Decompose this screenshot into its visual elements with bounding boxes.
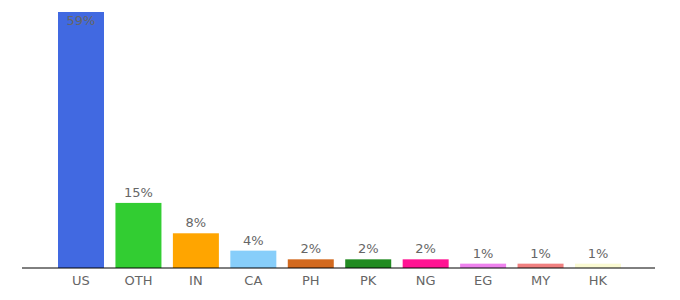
bar bbox=[230, 251, 276, 268]
x-tick-label: PH bbox=[302, 273, 320, 288]
data-label: 2% bbox=[358, 241, 379, 256]
y-range bbox=[22, 12, 23, 268]
x-tick-label: CA bbox=[244, 273, 262, 288]
x-tick-label: HK bbox=[589, 273, 608, 288]
bar bbox=[58, 12, 104, 268]
labels: 59% US 15% OTH 8% IN 4% CA 2% PH 2% PK 2% NG 1% EG 1% MY 1… bbox=[67, 13, 609, 288]
chart-container: 59% US 15% OTH 8% IN 4% CA 2% PH 2% PK 2% NG 1% EG 1% MY 1… bbox=[0, 0, 680, 300]
data-label: 1% bbox=[473, 246, 494, 261]
x-tick-label: NG bbox=[416, 273, 436, 288]
data-label: 59% bbox=[67, 13, 96, 28]
data-label: 15% bbox=[124, 185, 153, 200]
data-label: 1% bbox=[588, 246, 609, 261]
x-axis bbox=[22, 268, 655, 269]
bar bbox=[575, 264, 621, 268]
x-tick-label: IN bbox=[189, 273, 203, 288]
bar bbox=[288, 259, 334, 268]
x-tick-label: PK bbox=[360, 273, 377, 288]
bar bbox=[345, 259, 391, 268]
x-tick-label: MY bbox=[531, 273, 550, 288]
x-tick-label: EG bbox=[474, 273, 492, 288]
x-tick-label: OTH bbox=[124, 273, 152, 288]
bar bbox=[403, 259, 449, 268]
x-tick-label: US bbox=[72, 273, 90, 288]
bar bbox=[518, 264, 564, 268]
bar bbox=[115, 203, 161, 268]
bar bbox=[460, 264, 506, 268]
bar bbox=[173, 233, 219, 268]
data-label: 8% bbox=[186, 215, 207, 230]
bars bbox=[58, 12, 621, 268]
data-label: 2% bbox=[300, 241, 321, 256]
data-label: 1% bbox=[530, 246, 551, 261]
chart: 59% US 15% OTH 8% IN 4% CA 2% PH 2% PK 2% NG 1% EG 1% MY 1… bbox=[0, 0, 680, 300]
data-label: 4% bbox=[243, 233, 264, 248]
data-label: 2% bbox=[415, 241, 436, 256]
